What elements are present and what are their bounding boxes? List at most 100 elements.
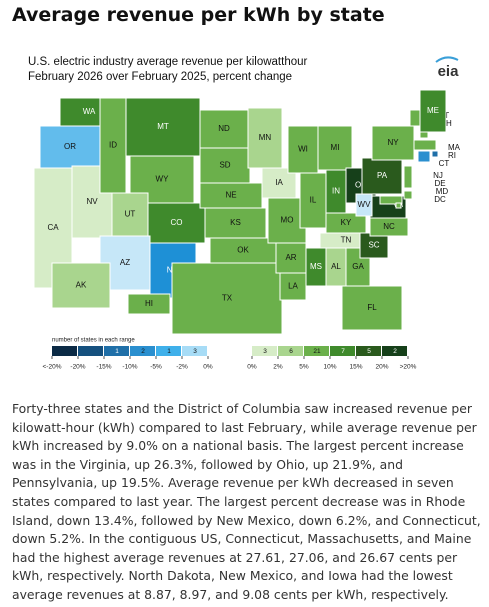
legend-tick-label: -5%	[150, 364, 162, 371]
legend-tick-label: >20%	[400, 364, 417, 371]
legend-count: 7	[341, 348, 345, 355]
state-label: MI	[331, 143, 340, 152]
legend-count: 2	[393, 348, 397, 355]
state-label: WA	[83, 107, 96, 116]
map: U.S. electric industry average revenue p…	[14, 46, 478, 392]
legend-tick-label: 20%	[375, 364, 388, 371]
state-label: PA	[377, 171, 388, 180]
legend-swatch	[356, 346, 381, 356]
legend-count: 3	[193, 348, 197, 355]
legend-tick-label: 10%	[323, 364, 336, 371]
legend-tick-label: 0%	[247, 364, 257, 371]
state	[199, 147, 251, 184]
state-label: WI	[298, 145, 308, 154]
state-label: HI	[145, 299, 153, 308]
state-label: RI	[448, 151, 456, 160]
state-label: NJ	[433, 171, 443, 180]
state-label: KY	[341, 218, 352, 227]
legend-swatch	[330, 346, 355, 356]
legend-count: 1	[167, 348, 171, 355]
state-label: MA	[448, 143, 461, 152]
legend-count: 21	[313, 348, 321, 355]
legend-swatch	[252, 346, 277, 356]
state	[279, 272, 307, 301]
legend-caption: number of states in each range	[52, 338, 135, 344]
state-label: ID	[109, 141, 117, 150]
states: WAORCANVIDMTWYUTCOAZNMNDSDNEKSOKTXMNIAMO…	[33, 89, 461, 335]
state-label: IN	[332, 187, 340, 196]
state-label: DC	[434, 195, 446, 204]
logo-swoosh	[435, 56, 459, 63]
logo: eia	[438, 63, 460, 80]
state-label: TN	[341, 236, 352, 245]
legend-swatch	[156, 346, 181, 356]
legend-swatch	[278, 346, 303, 356]
state	[299, 172, 327, 229]
state	[395, 202, 402, 209]
legend-count: 6	[289, 348, 293, 355]
legend-count: 5	[367, 348, 371, 355]
paragraph: Forty-three states and the District of C…	[12, 401, 481, 602]
state-label: MO	[281, 216, 294, 225]
state	[275, 242, 307, 274]
legend-swatch	[304, 346, 329, 356]
legend-swatch	[382, 346, 407, 356]
legend-tick-label: <-20%	[43, 364, 62, 371]
state	[127, 293, 171, 315]
state	[171, 262, 283, 335]
state	[403, 165, 413, 189]
legend-swatch	[52, 346, 77, 356]
state-label: FL	[367, 303, 377, 312]
state-label: CA	[47, 223, 59, 232]
state-label: CO	[171, 218, 183, 227]
state-label: MT	[157, 122, 169, 131]
state-label: AK	[76, 281, 87, 290]
state-label: LA	[288, 282, 298, 291]
state-label: AR	[285, 253, 296, 262]
state-label: AL	[331, 262, 341, 271]
title: Average revenue per kWh by state	[12, 4, 385, 26]
state-label: NE	[225, 191, 236, 200]
state	[359, 232, 389, 259]
legend-tick-label: 5%	[299, 364, 309, 371]
state-label: TX	[222, 294, 233, 303]
state	[204, 207, 267, 239]
state-label: OK	[237, 246, 249, 255]
state	[431, 150, 439, 158]
legend-swatch	[130, 346, 155, 356]
state-label: GA	[352, 262, 364, 271]
state-label: NV	[86, 197, 98, 206]
state	[317, 125, 353, 171]
state-label: OH	[355, 181, 367, 190]
state-label: CT	[439, 159, 450, 168]
state	[379, 195, 403, 205]
state-label: SD	[219, 161, 230, 170]
state-label: MD	[436, 187, 449, 196]
state	[209, 237, 277, 264]
state-label: NC	[383, 222, 395, 231]
legend-tick-label: 15%	[349, 364, 362, 371]
state	[417, 150, 431, 163]
legend-tick-label: -2%	[176, 364, 188, 371]
state	[51, 262, 111, 309]
legend-tick-label: -10%	[122, 364, 137, 371]
state-label: KS	[230, 218, 241, 227]
state-label: UT	[125, 210, 136, 219]
legend-swatch	[104, 346, 129, 356]
state-label: OR	[64, 142, 76, 151]
map-subtitle: February 2026 over February 2025, percen…	[28, 71, 292, 83]
state-label: SC	[368, 241, 379, 250]
legend-tick-label: -15%	[96, 364, 111, 371]
state-label: AZ	[120, 258, 130, 267]
state-label: NY	[387, 138, 399, 147]
state-label: ME	[427, 106, 439, 115]
state	[403, 190, 413, 200]
map-subtitle: U.S. electric industry average revenue p…	[28, 56, 308, 68]
state-label: WY	[156, 175, 170, 184]
legend-count: 2	[141, 348, 145, 355]
state	[147, 202, 206, 244]
state	[409, 109, 421, 127]
